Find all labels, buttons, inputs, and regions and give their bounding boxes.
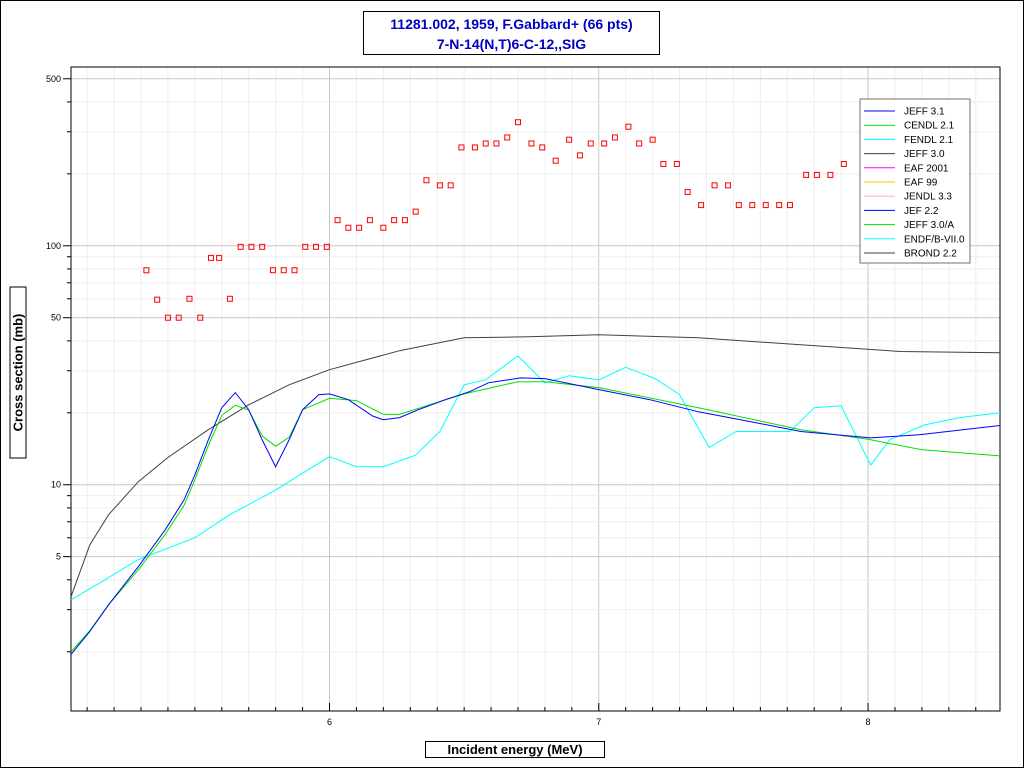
data-point [840, 160, 847, 167]
data-point [649, 136, 656, 143]
data-point [735, 202, 742, 209]
data-point [803, 171, 810, 178]
legend-box [859, 98, 971, 264]
data-point [504, 134, 511, 141]
plot-frame [70, 66, 1001, 712]
data-point [175, 314, 182, 321]
data-point [749, 202, 756, 209]
legend-entry: JEFF 3.0/A [904, 220, 954, 231]
data-point [143, 267, 150, 274]
data-point [154, 296, 161, 303]
legend-entry: JEFF 3.0 [904, 149, 945, 160]
data-point [762, 202, 769, 209]
data-point [401, 217, 408, 224]
y-tick-label: 50 [51, 313, 61, 323]
data-point [334, 217, 341, 224]
y-tick-label: 100 [46, 241, 61, 251]
legend-entry: EAF 99 [904, 178, 938, 189]
data-point [323, 243, 330, 250]
data-point [208, 254, 215, 261]
data-point [248, 243, 255, 250]
data-point [237, 243, 244, 250]
data-point [776, 202, 783, 209]
chart-title: 11281.002, 1959, F.Gabbard+ (66 pts) 7-N… [363, 11, 660, 55]
data-point [412, 208, 419, 215]
data-point [259, 243, 266, 250]
legend-entry: ENDF/B-VII.0 [904, 234, 965, 245]
data-point [587, 140, 594, 147]
data-point [698, 202, 705, 209]
data-point [356, 224, 363, 231]
data-point [291, 267, 298, 274]
y-tick-label: 10 [51, 480, 61, 490]
data-point [458, 144, 465, 151]
data-point [197, 314, 204, 321]
data-point [313, 243, 320, 250]
legend-entry: EAF 2001 [904, 163, 949, 174]
data-point [576, 152, 583, 159]
data-point [725, 182, 732, 189]
legend-entry: JEF 2.2 [904, 206, 939, 217]
x-tick-label: 6 [327, 717, 332, 727]
series-line-brond-2-2 [71, 334, 1000, 597]
data-point [611, 134, 618, 141]
data-point [216, 254, 223, 261]
data-point [566, 136, 573, 143]
data-point [711, 182, 718, 189]
data-point [625, 123, 632, 130]
data-point [471, 144, 478, 151]
x-axis-label: Incident energy (MeV) [425, 741, 605, 758]
data-point [186, 295, 193, 302]
data-point [660, 160, 667, 167]
title-line-2: 7-N-14(N,T)6-C-12,,SIG [436, 36, 587, 52]
data-point [345, 224, 352, 231]
legend-entry: JENDL 3.3 [904, 192, 952, 203]
x-tick-label: 8 [866, 717, 871, 727]
data-point [391, 217, 398, 224]
data-point [827, 171, 834, 178]
y-tick-label: 500 [46, 74, 61, 84]
data-point [493, 140, 500, 147]
data-point [786, 202, 793, 209]
data-point [673, 160, 680, 167]
data-point [380, 224, 387, 231]
data-point [436, 182, 443, 189]
data-point [684, 188, 691, 195]
data-point [636, 140, 643, 147]
y-tick-label: 5 [56, 552, 61, 562]
data-point [601, 140, 608, 147]
series-line-cendl-2-1 [71, 381, 1000, 653]
data-point [482, 140, 489, 147]
series-line-jeff-3-1 [71, 377, 1000, 655]
data-point [280, 267, 287, 274]
data-point [514, 119, 521, 126]
data-point [226, 295, 233, 302]
x-tick-label: 7 [596, 717, 601, 727]
data-point [813, 171, 820, 178]
title-line-1: 11281.002, 1959, F.Gabbard+ (66 pts) [390, 16, 633, 32]
y-axis-label: Cross section (mb) [9, 286, 27, 459]
data-point [423, 177, 430, 184]
data-point [552, 157, 559, 164]
legend-entry: JEFF 3.1 [904, 107, 945, 118]
data-point [269, 267, 276, 274]
data-point [447, 182, 454, 189]
data-point [539, 144, 546, 151]
series-line-endf-b-vii-0 [71, 355, 1000, 601]
data-point [366, 217, 373, 224]
data-point [164, 314, 171, 321]
data-point [302, 243, 309, 250]
legend-entry: CENDL 2.1 [904, 121, 955, 132]
legend-entry: BROND 2.2 [904, 249, 957, 260]
legend-entry: FENDL 2.1 [904, 135, 954, 146]
data-point [528, 140, 535, 147]
